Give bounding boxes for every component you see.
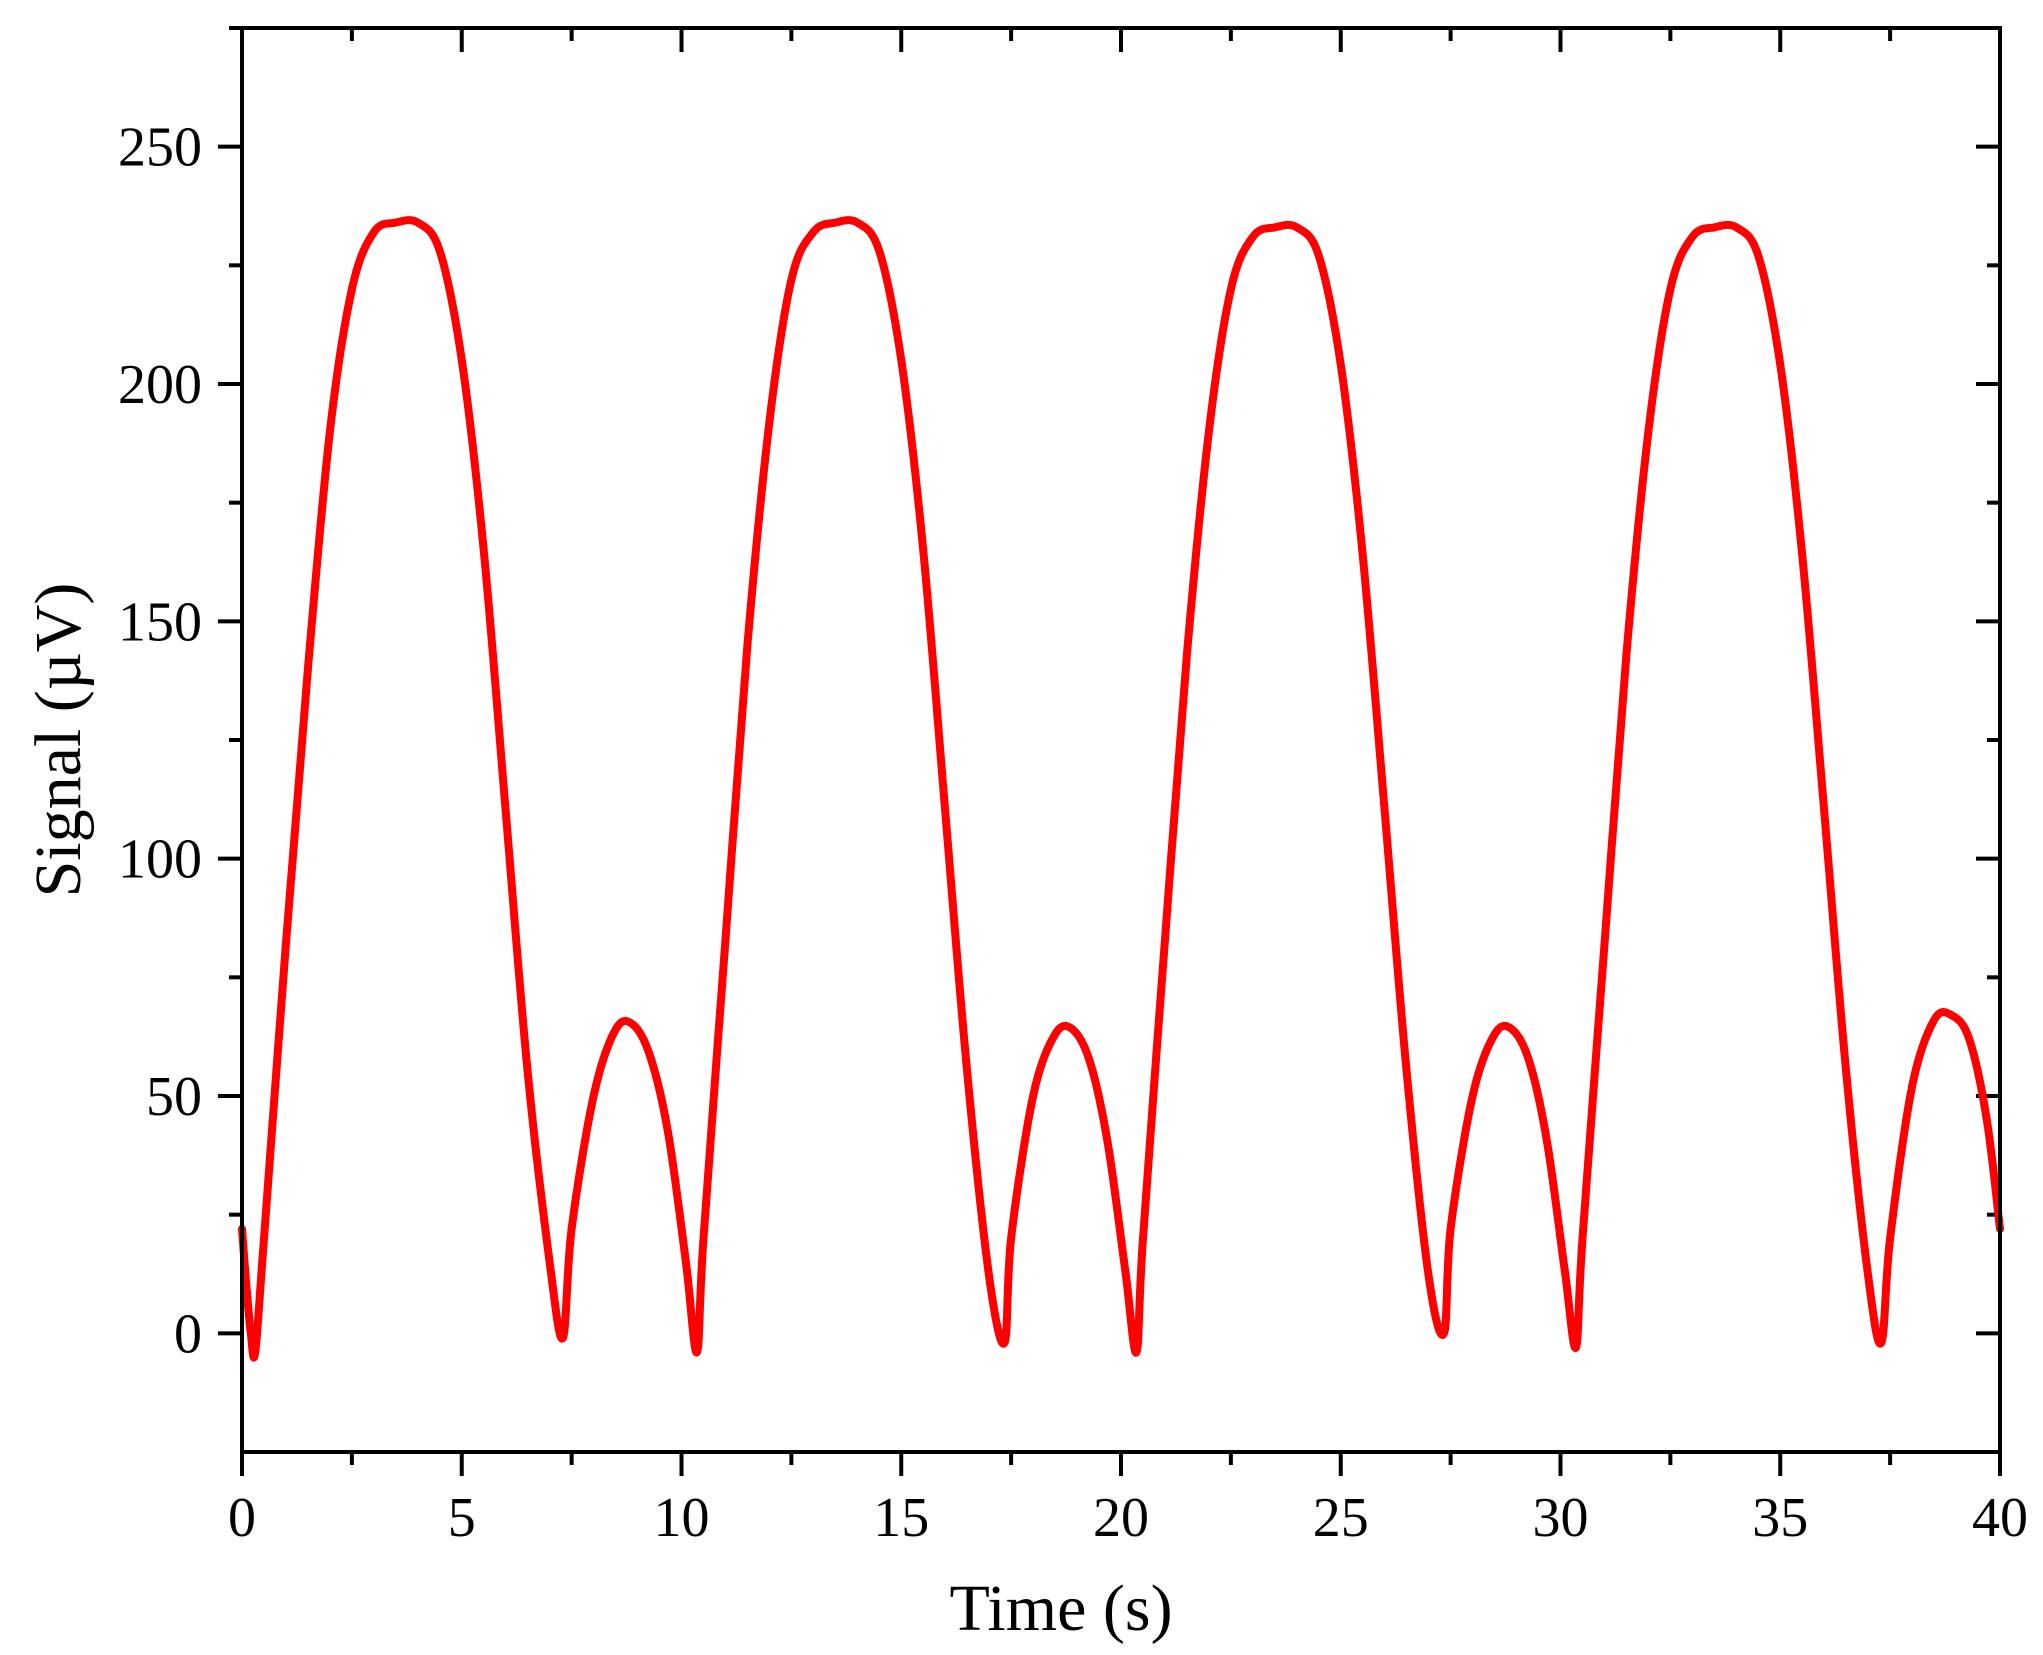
plot-frame-rect — [240, 26, 2002, 1454]
x-tick-label: 30 — [1533, 1487, 1589, 1549]
x-tick-label: 15 — [873, 1487, 929, 1549]
x-tick-label: 10 — [654, 1487, 710, 1549]
y-axis-title: Signal (µV) — [22, 583, 95, 898]
y-tick-label: 250 — [118, 117, 202, 179]
y-tick-label: 50 — [146, 1066, 202, 1128]
x-tick-label: 20 — [1093, 1487, 1149, 1549]
y-tick-label: 150 — [118, 591, 202, 653]
x-tick-label: 0 — [228, 1487, 256, 1549]
tick-labels: 0 5 10 15 20 25 30 35 40 0 50 100 150 200 250 — [118, 117, 2028, 1549]
y-tick-label: 200 — [118, 354, 202, 416]
plot-frame — [240, 26, 2002, 1454]
x-tick-label: 25 — [1313, 1487, 1369, 1549]
x-tick-label: 5 — [448, 1487, 476, 1549]
x-axis-title: Time (s) — [949, 1572, 1172, 1645]
x-tick-label: 35 — [1752, 1487, 1808, 1549]
series-line-0 — [238, 216, 2004, 1362]
x-tick-label: 40 — [1972, 1487, 2028, 1549]
major-ticks — [218, 28, 2002, 1476]
y-tick-label: 100 — [118, 829, 202, 891]
y-tick-label: 0 — [174, 1303, 202, 1365]
minor-ticks — [229, 26, 2000, 1465]
series-layer — [238, 216, 2004, 1362]
